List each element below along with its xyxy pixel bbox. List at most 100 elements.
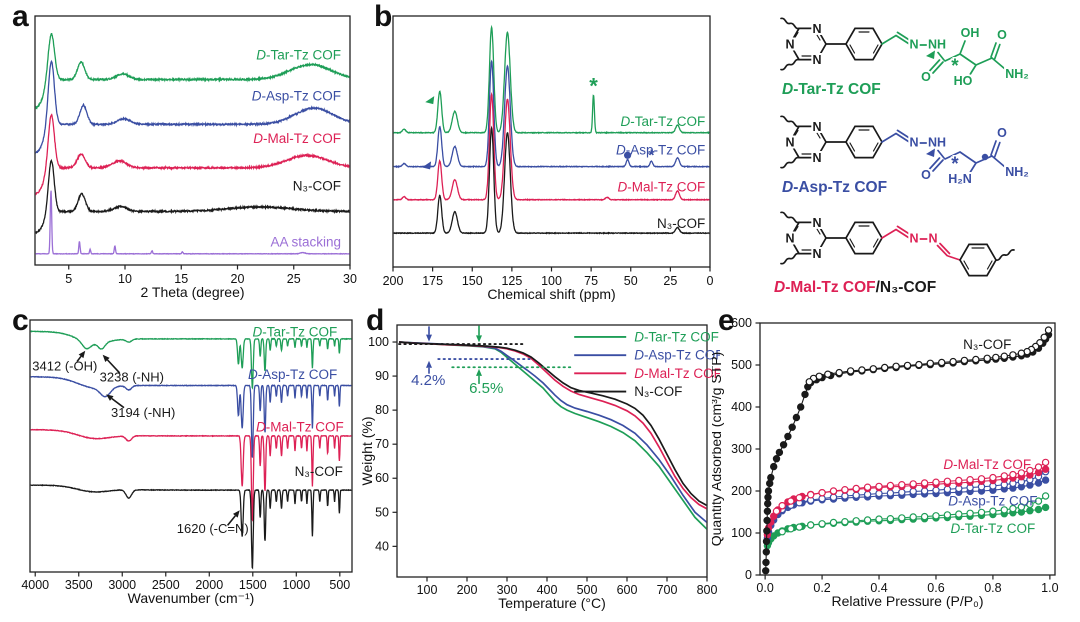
annotation-text: D-Mal-Tz COF xyxy=(256,419,344,434)
open-circle-marker xyxy=(787,497,795,505)
structure-d-tar-tz-cof: N N N N NH O * OH HO O NH₂ D-Tar-T xyxy=(780,17,1031,98)
triazine-ring: N N N xyxy=(780,211,827,265)
panel-e-isotherm-chart: 0.0 0.2 0.4 0.6 0.8 1.0 0 100 200 300 400 500 600 Rel… xyxy=(708,312,1080,622)
asterisk-marker: * xyxy=(951,56,959,77)
ring-n-label: N xyxy=(812,22,821,36)
triangle-marker xyxy=(422,161,432,170)
x-tick-label: 150 xyxy=(462,274,483,288)
open-circle-marker xyxy=(1017,469,1026,477)
filled-circle-marker xyxy=(766,479,774,488)
y-tick-label: 40 xyxy=(375,539,389,553)
filled-circle-marker xyxy=(764,499,772,508)
arrow-line xyxy=(106,359,121,374)
annotation-text: N₃-COF xyxy=(293,178,341,193)
open-circle-marker xyxy=(858,366,866,374)
open-circle-marker xyxy=(932,512,940,520)
tga-curves: 100 200 300 400 500 600 700 800 40 50 60 70 80 90 100 T… xyxy=(359,324,723,611)
series-d-mal-tz-cof xyxy=(35,113,350,196)
y-tick-label: 60 xyxy=(375,471,389,485)
y-tick-label: 600 xyxy=(731,316,752,330)
atom-nh: NH xyxy=(928,38,946,52)
legend-label: N₃-COF xyxy=(634,384,682,399)
arrowhead xyxy=(78,350,86,359)
ring-n-label: N xyxy=(812,247,821,261)
panel-letter-d: d xyxy=(366,304,385,337)
open-circle-marker xyxy=(1000,472,1008,480)
panel-letter-e: e xyxy=(718,304,735,337)
open-circle-marker xyxy=(898,480,906,489)
x-tick-label: 2500 xyxy=(152,578,180,592)
open-circle-marker xyxy=(943,485,952,493)
filled-circle-marker xyxy=(1034,505,1043,514)
x-tick-label: 500 xyxy=(329,578,350,592)
atom-nh: NH xyxy=(928,136,946,150)
annotation-text: D-Mal-Tz COF xyxy=(617,180,705,195)
open-circle-marker xyxy=(898,514,906,522)
atom-nh2: NH₂ xyxy=(1005,67,1029,81)
annotation-text: D-Mal-Tz COF xyxy=(943,457,1031,472)
open-circle-marker xyxy=(920,479,929,487)
annotation-text: 3412 (-OH) xyxy=(32,358,97,373)
y-tick-label: 100 xyxy=(731,526,752,540)
annotation-text: 3194 (-NH) xyxy=(111,405,175,420)
x-tick-label: 3000 xyxy=(108,578,136,592)
filled-circle-marker xyxy=(762,537,771,546)
panel-c-ftir-chart: 4000 3500 3000 2500 2000 1500 1000 500 Wavenumbe… xyxy=(0,312,370,618)
open-circle-marker xyxy=(852,484,860,493)
atom-o: O xyxy=(921,70,931,84)
open-circle-marker xyxy=(1009,504,1017,513)
open-circle-marker xyxy=(863,516,872,524)
open-circle-marker xyxy=(852,491,860,499)
open-circle-marker xyxy=(989,473,997,482)
open-circle-marker xyxy=(943,477,952,485)
x-tick-label: 50 xyxy=(624,274,638,288)
open-circle-marker xyxy=(886,514,895,523)
open-circle-marker xyxy=(898,488,906,496)
open-circle-marker xyxy=(983,354,991,363)
filled-circle-marker xyxy=(784,432,792,441)
open-circle-marker xyxy=(972,355,980,364)
open-circle-marker xyxy=(886,481,895,490)
x-tick-label: 25 xyxy=(663,274,677,288)
triazine-ring: N N N xyxy=(780,17,827,71)
open-circle-marker xyxy=(787,525,795,533)
open-circle-marker xyxy=(909,480,917,488)
open-circle-marker xyxy=(875,489,883,498)
open-circle-marker xyxy=(818,488,826,497)
filled-circle-marker xyxy=(1041,465,1050,473)
open-circle-marker xyxy=(829,487,838,495)
open-circle-marker xyxy=(778,527,786,536)
open-circle-marker xyxy=(977,475,986,483)
open-circle-marker xyxy=(886,489,895,497)
legend-label: D-Tar-Tz COF xyxy=(634,329,719,344)
open-circle-marker xyxy=(920,487,929,495)
open-circle-marker xyxy=(835,368,843,377)
atom-o: O xyxy=(997,28,1007,42)
open-circle-marker xyxy=(852,517,860,525)
series-aa-stacking xyxy=(35,190,350,255)
arrowhead xyxy=(102,354,110,362)
plot-border xyxy=(29,319,353,573)
atom-o: O xyxy=(997,126,1007,140)
atom-h2n: H₂N xyxy=(948,172,972,186)
n2-isotherms: 0.0 0.2 0.4 0.6 0.8 1.0 0 100 200 300 400 500 600 Rel… xyxy=(708,316,1059,609)
x-tick-label: 300 xyxy=(497,583,518,597)
open-circle-marker xyxy=(1000,352,1008,360)
arrowhead xyxy=(476,335,482,343)
legend-label: D-Mal-Tz COF xyxy=(634,366,720,381)
asterisk-marker: * xyxy=(648,148,655,165)
filled-circle-marker xyxy=(1026,506,1034,515)
open-circle-marker xyxy=(829,518,838,527)
ring-n-label: N xyxy=(785,136,794,150)
y-tick-label: 80 xyxy=(375,403,389,417)
open-circle-marker xyxy=(966,475,974,484)
x-tick-label: 200 xyxy=(457,583,478,597)
open-circle-marker xyxy=(846,367,855,375)
filled-circle-marker xyxy=(792,413,801,422)
filled-circle-marker xyxy=(801,390,809,399)
y-tick-label: 400 xyxy=(731,400,752,414)
atom-n: N xyxy=(909,232,918,246)
open-circle-marker xyxy=(863,483,872,491)
open-circle-marker xyxy=(778,501,786,510)
x-tick-label: 10 xyxy=(118,272,132,286)
